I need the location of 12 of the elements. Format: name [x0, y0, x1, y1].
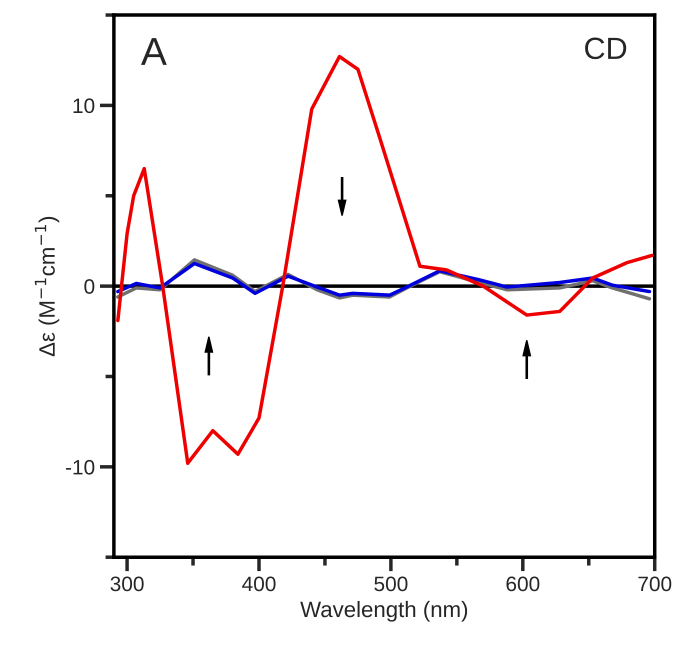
y-tick-label: -10: [66, 460, 94, 475]
y-axis-title: Δε (M$^{−1}$cm$^{−1}$): [34, 216, 60, 356]
y-tick-label: 0: [84, 279, 94, 294]
y-tick-label: 10: [74, 98, 94, 114]
x-tick-label: 300: [110, 576, 144, 592]
x-axis-title: Wavelength (nm): [300, 600, 468, 622]
annotation: A: [141, 38, 167, 65]
x-tick-label: 500: [374, 576, 408, 592]
x-tick-label: 600: [506, 576, 540, 592]
x-tick-label: 700: [638, 576, 672, 592]
x-tick-label: 400: [242, 576, 276, 592]
annotation: CD: [585, 38, 626, 60]
